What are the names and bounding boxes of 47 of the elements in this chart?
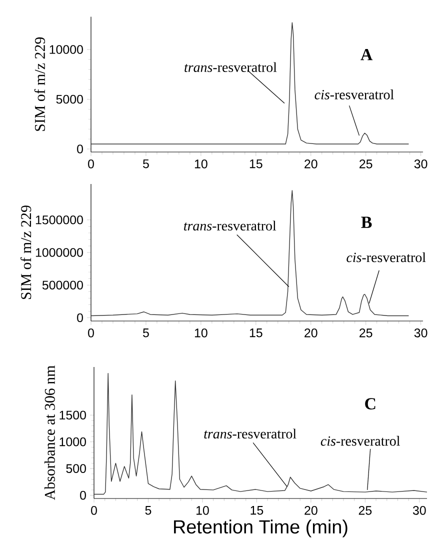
annotation: cis-resveratrol: [320, 436, 400, 446]
x-tick-label: 25: [358, 506, 372, 515]
y-axis-title: Absorbance at 306 nm: [44, 366, 55, 500]
x-axis-title: Retention Time (min): [174, 520, 348, 538]
y-tick-label: 0: [77, 144, 83, 154]
x-tick-label: 25: [360, 160, 372, 168]
x-tick-label: 10: [196, 506, 209, 515]
x-tick-label: 30: [412, 506, 426, 515]
y-axis-title: SIM of m/z 229: [34, 37, 46, 131]
annotation: trans-resveratrol: [184, 220, 276, 231]
line-series: [90, 22, 410, 144]
x-tick-label: 5: [143, 328, 149, 338]
x-tick-label: 20: [304, 328, 318, 338]
y-tick-label: 1000: [60, 437, 86, 446]
annotation: cis-resveratrol: [346, 252, 426, 262]
y-tick-label: 1500: [60, 410, 86, 420]
x-tick-label: 20: [304, 506, 318, 515]
x-tick-label: 10: [194, 160, 208, 168]
x-tick-label: 0: [88, 328, 94, 338]
y-tick-label: 500: [66, 464, 86, 473]
annotation: trans-resveratrol: [184, 62, 277, 72]
y-tick-label: 0: [80, 490, 86, 500]
x-tick-label: 15: [250, 160, 262, 168]
annotation: trans-resveratrol: [204, 428, 296, 439]
y-tick-label: 1500000: [36, 215, 83, 224]
x-tick-label: 15: [250, 328, 262, 338]
annotation: B: [361, 216, 372, 228]
x-tick-label: 15: [250, 506, 264, 515]
y-tick-label: 1000000: [36, 248, 83, 257]
y-tick-label: 10000: [50, 45, 83, 54]
x-tick-label: 5: [145, 506, 152, 515]
x-tick-label: 0: [91, 506, 97, 515]
y-axis-title: SIM of m/z 229: [20, 206, 32, 300]
annotation: cis-resveratrol: [314, 90, 394, 100]
x-tick-label: 30: [414, 328, 428, 338]
y-tick-label: 0: [77, 313, 83, 322]
x-tick-label: 10: [194, 328, 208, 338]
x-tick-label: 0: [88, 160, 94, 168]
y-tick-label: 5000: [56, 94, 83, 104]
x-tick-label: 25: [360, 328, 372, 338]
x-tick-label: 20: [304, 160, 318, 168]
annotation: A: [360, 48, 373, 60]
x-tick-label: 30: [414, 160, 428, 168]
x-tick-label: 5: [143, 160, 149, 168]
annotation: C: [365, 398, 376, 410]
y-tick-label: 500000: [42, 280, 83, 290]
line-series: [94, 373, 428, 495]
